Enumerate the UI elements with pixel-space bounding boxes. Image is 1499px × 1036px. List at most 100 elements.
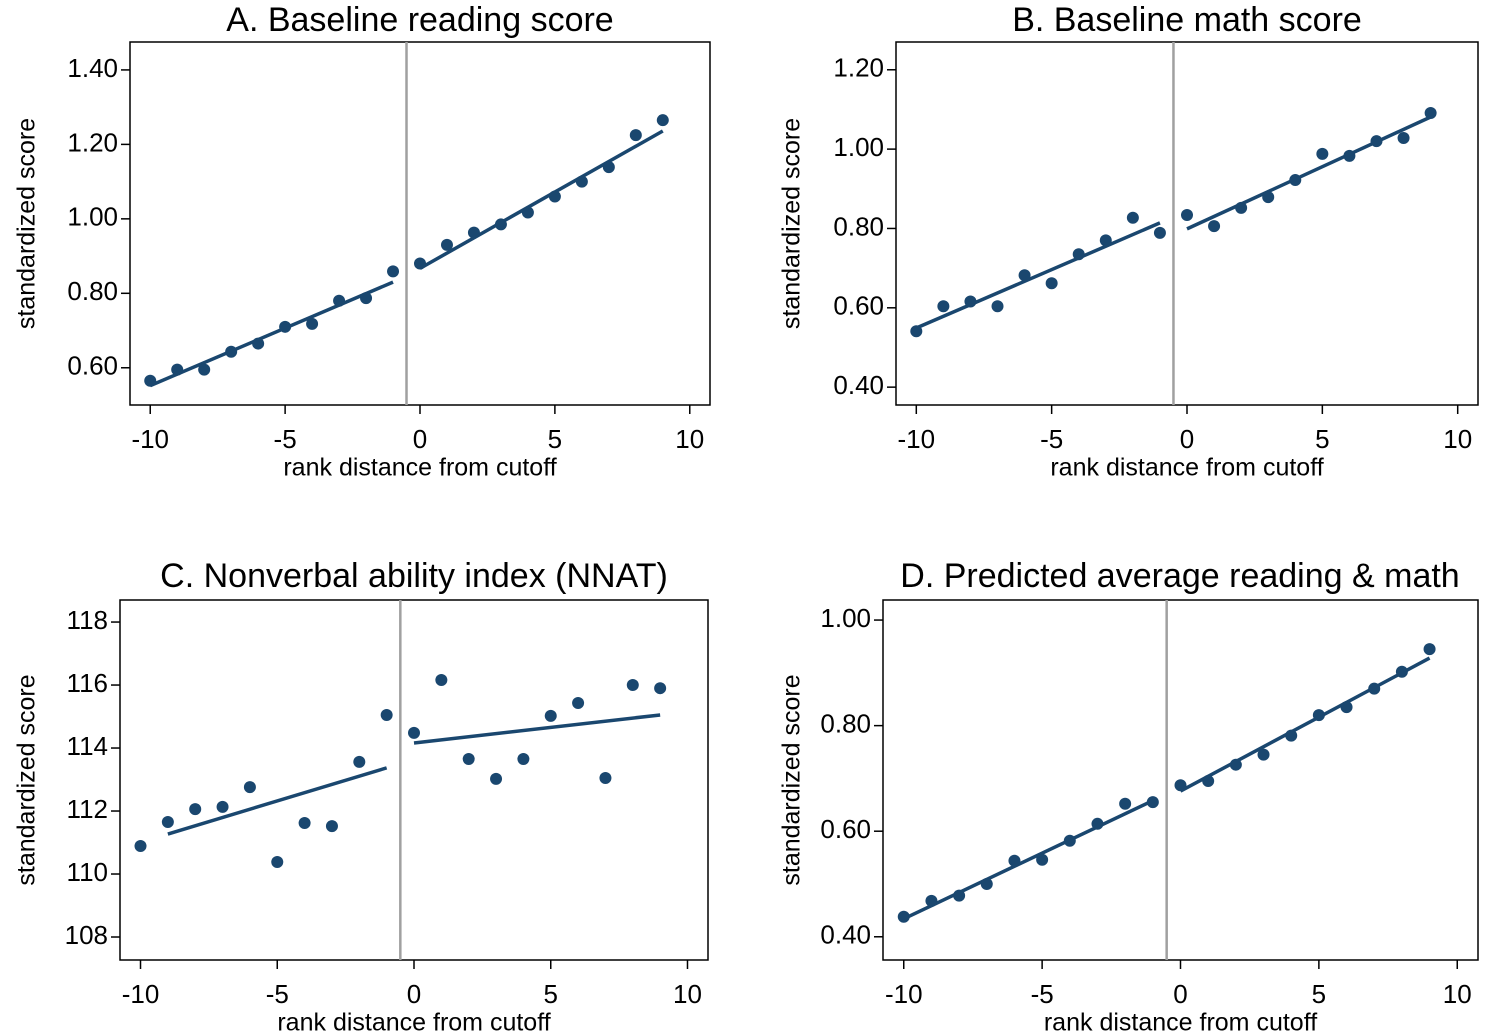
fit-line — [903, 799, 1154, 921]
y-axis-title: standardized score — [13, 118, 41, 329]
fit-line — [1186, 115, 1432, 231]
y-tick-label: 0.80 — [820, 709, 871, 739]
x-tick-label: 5 — [548, 424, 562, 454]
x-tick-label: 10 — [1443, 979, 1472, 1009]
y-tick-label: 0.80 — [833, 211, 884, 241]
data-point — [1146, 796, 1159, 809]
data-point — [380, 708, 393, 721]
data-point — [171, 363, 184, 376]
x-tick-label: -5 — [274, 424, 297, 454]
plot-frame — [129, 41, 711, 406]
x-tick-label: 0 — [413, 424, 427, 454]
data-point — [980, 877, 993, 890]
data-point — [225, 345, 238, 358]
data-point — [306, 317, 319, 330]
data-point — [252, 337, 265, 350]
y-tick-label: 0.60 — [833, 291, 884, 321]
plot-frame — [119, 599, 709, 961]
data-point — [360, 292, 373, 305]
fit-line — [167, 766, 388, 836]
x-tick-label: 0 — [1173, 979, 1187, 1009]
data-point — [544, 709, 557, 722]
y-tick-label: 116 — [67, 668, 108, 698]
x-tick-label: 5 — [1312, 979, 1326, 1009]
y-tick-label: 1.20 — [833, 53, 884, 83]
data-point — [1397, 132, 1410, 145]
data-point — [964, 295, 977, 308]
data-point — [1235, 201, 1248, 214]
data-point — [656, 114, 669, 127]
data-point — [161, 816, 174, 829]
data-point — [548, 190, 561, 203]
x-tick-label: -10 — [131, 424, 169, 454]
data-point — [1395, 665, 1408, 678]
x-axis-title: rank distance from cutoff — [283, 454, 556, 482]
fit-line — [419, 129, 664, 270]
data-point — [216, 800, 229, 813]
data-point — [325, 820, 338, 833]
chart-title: C. Nonverbal ability index (NNAT) — [160, 557, 668, 595]
y-tick-label: 1.00 — [820, 603, 871, 633]
data-point — [572, 696, 585, 709]
data-point — [626, 679, 639, 692]
data-point — [1343, 149, 1356, 162]
y-tick-label: 0.40 — [820, 920, 871, 950]
data-point — [953, 889, 966, 902]
x-tick-label: 0 — [1180, 424, 1194, 454]
data-point — [353, 755, 366, 768]
x-axis-title: rank distance from cutoff — [1050, 454, 1323, 482]
data-point — [1312, 709, 1325, 722]
data-point — [1072, 248, 1085, 261]
data-point — [602, 161, 615, 174]
data-point — [1424, 107, 1437, 120]
data-point — [1181, 208, 1193, 221]
data-point — [494, 218, 507, 231]
data-point — [408, 726, 420, 739]
y-tick-label: 1.20 — [67, 127, 118, 157]
data-point — [1126, 211, 1139, 224]
data-point — [1018, 269, 1031, 282]
data-point — [1099, 234, 1112, 247]
y-axis-title: standardized score — [778, 674, 806, 885]
data-point — [1153, 226, 1166, 239]
x-tick-label: 5 — [544, 979, 558, 1009]
y-tick-label: 0.60 — [67, 351, 118, 381]
data-point — [243, 781, 256, 794]
data-point — [298, 816, 311, 829]
data-point — [1423, 643, 1436, 656]
x-tick-label: -10 — [885, 979, 923, 1009]
chart-title: A. Baseline reading score — [226, 1, 613, 39]
data-point — [440, 238, 453, 251]
y-tick-label: 110 — [67, 857, 108, 887]
chart-title: D. Predicted average reading & math — [900, 557, 1459, 595]
data-point — [1316, 147, 1329, 160]
data-point — [198, 363, 211, 376]
data-point — [1285, 729, 1298, 742]
y-tick-label: 0.40 — [833, 370, 884, 400]
y-tick-label: 1.00 — [833, 132, 884, 162]
data-point — [599, 771, 612, 784]
data-point — [1036, 853, 1049, 866]
data-point — [1202, 775, 1215, 788]
data-point — [1340, 701, 1353, 714]
data-point — [1208, 220, 1221, 233]
data-point — [897, 910, 910, 923]
data-point — [279, 320, 292, 333]
fit-line — [1179, 656, 1431, 793]
data-point — [1091, 817, 1104, 830]
data-point — [1368, 682, 1381, 695]
data-point — [1370, 135, 1383, 148]
y-tick-label: 0.60 — [820, 814, 871, 844]
x-axis-title: rank distance from cutoff — [1044, 1009, 1317, 1036]
data-point — [1045, 277, 1058, 290]
data-point — [1229, 758, 1242, 771]
plot-frame — [895, 41, 1479, 406]
data-point — [490, 772, 503, 785]
data-point — [1063, 834, 1076, 847]
data-point — [910, 325, 923, 338]
y-tick-label: 108 — [65, 920, 108, 950]
data-point — [414, 257, 426, 270]
data-point — [1119, 797, 1132, 810]
x-tick-label: 10 — [673, 979, 702, 1009]
fit-line — [915, 221, 1161, 330]
